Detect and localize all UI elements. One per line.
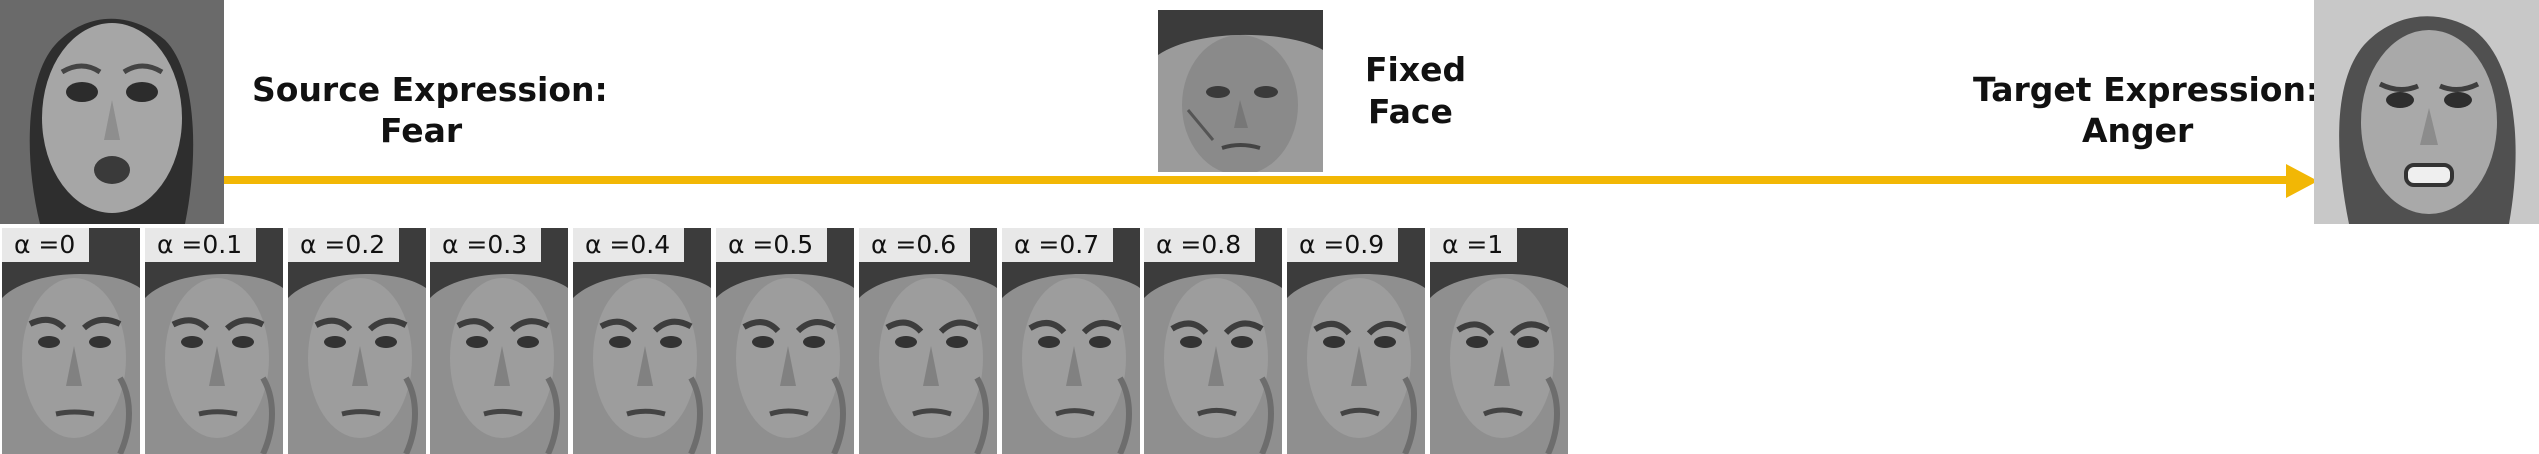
face-image	[288, 228, 426, 454]
fixed-face-photo	[1158, 10, 1323, 172]
alpha-label: α =1	[1430, 228, 1518, 262]
interpolated-face-3: α =0.3	[430, 228, 568, 454]
interpolated-face-8: α =0.8	[1144, 228, 1282, 454]
fixed-face-label-line1: Fixed	[1365, 50, 1467, 89]
alpha-label: α =0.7	[1002, 228, 1114, 262]
face-image	[1287, 228, 1425, 454]
face-image	[573, 228, 711, 454]
alpha-label: α =0	[2, 228, 90, 262]
face-image	[145, 228, 283, 454]
interpolated-face-2: α =0.2	[288, 228, 426, 454]
target-expression-photo	[2314, 0, 2539, 224]
interpolation-arrow	[224, 164, 2318, 198]
target-expression-title: Target Expression:	[1973, 70, 2320, 109]
alpha-label: α =0.5	[716, 228, 828, 262]
interpolated-face-6: α =0.6	[859, 228, 997, 454]
alpha-label: α =0.9	[1287, 228, 1399, 262]
alpha-label: α =0.1	[145, 228, 257, 262]
fixed-face-label-line2: Face	[1368, 92, 1453, 131]
alpha-label: α =0.4	[573, 228, 685, 262]
interpolated-face-10: α =1	[1430, 228, 1568, 454]
interpolated-face-5: α =0.5	[716, 228, 854, 454]
alpha-label: α =0.2	[288, 228, 400, 262]
interpolated-face-4: α =0.4	[573, 228, 711, 454]
interpolated-face-9: α =0.9	[1287, 228, 1425, 454]
source-expression-title: Source Expression:	[252, 70, 608, 109]
source-expression-value: Fear	[380, 111, 463, 150]
interpolated-face-0: α =0	[2, 228, 140, 454]
alpha-label: α =0.3	[430, 228, 542, 262]
face-image	[1144, 228, 1282, 454]
interpolated-face-1: α =0.1	[145, 228, 283, 454]
interpolated-face-7: α =0.7	[1002, 228, 1140, 454]
source-expression-photo	[0, 0, 224, 224]
alpha-label: α =0.8	[1144, 228, 1256, 262]
target-expression-value: Anger	[2082, 111, 2194, 150]
alpha-label: α =0.6	[859, 228, 971, 262]
